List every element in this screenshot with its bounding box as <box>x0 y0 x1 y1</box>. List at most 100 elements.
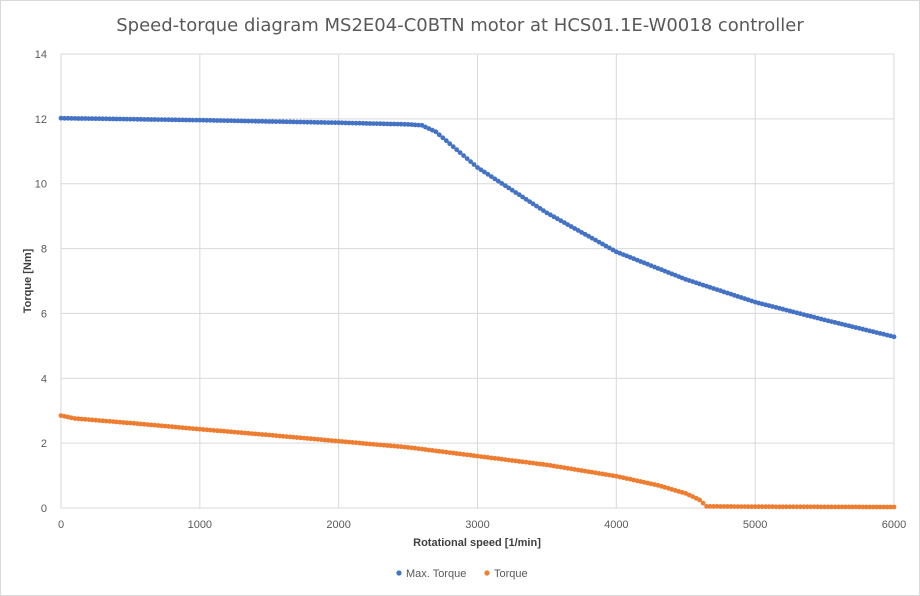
data-point <box>357 120 362 126</box>
data-point <box>735 504 741 509</box>
data-point <box>280 433 286 439</box>
data-point <box>93 116 99 122</box>
data-point <box>190 426 196 431</box>
data-point <box>482 169 487 175</box>
data-point <box>353 440 359 446</box>
data-point <box>714 504 720 509</box>
data-point <box>700 500 706 506</box>
data-point <box>298 435 303 441</box>
data-point <box>464 452 470 458</box>
y-tick-label: 14 <box>35 49 47 61</box>
data-point <box>391 443 397 449</box>
data-point <box>197 117 203 123</box>
data-point <box>166 117 172 123</box>
y-tick-label: 8 <box>41 244 47 256</box>
data-point <box>881 504 886 510</box>
data-point <box>565 465 571 471</box>
data-point <box>343 120 348 126</box>
data-point <box>565 222 571 228</box>
data-point <box>273 119 279 124</box>
data-point <box>183 117 189 123</box>
data-point <box>804 504 810 510</box>
data-point <box>381 442 387 448</box>
data-point <box>93 417 99 423</box>
data-point <box>725 504 730 509</box>
data-point <box>350 120 355 126</box>
data-point <box>127 116 133 122</box>
data-point <box>371 121 376 126</box>
data-point <box>756 504 761 510</box>
data-point <box>596 471 602 476</box>
data-point <box>499 181 505 186</box>
data-point <box>482 454 487 460</box>
data-point <box>235 118 241 124</box>
data-point <box>273 433 279 439</box>
data-point <box>329 120 335 125</box>
data-point <box>232 118 237 124</box>
data-point <box>759 504 765 510</box>
data-point <box>124 420 130 426</box>
data-point <box>530 201 536 207</box>
data-point <box>468 159 473 165</box>
data-point <box>207 117 213 123</box>
y-tick-label: 12 <box>35 114 47 126</box>
data-point <box>593 237 598 243</box>
data-point <box>89 417 95 423</box>
data-point <box>294 119 300 125</box>
data-point <box>152 117 158 122</box>
data-point <box>374 121 380 126</box>
data-point <box>364 441 369 447</box>
data-point <box>218 118 224 123</box>
x-tick-label: 1000 <box>188 519 212 531</box>
data-point <box>211 118 217 123</box>
x-tick-label: 3000 <box>465 519 489 531</box>
data-point <box>155 117 161 122</box>
data-point <box>377 121 383 127</box>
data-point <box>509 458 515 463</box>
data-point <box>200 117 206 123</box>
data-point <box>742 504 748 509</box>
data-point <box>534 203 539 209</box>
data-point <box>509 187 515 193</box>
data-point <box>544 210 550 216</box>
data-point <box>117 116 123 122</box>
data-point <box>846 504 852 510</box>
data-point <box>839 504 845 510</box>
data-point <box>777 504 782 510</box>
data-point <box>554 464 560 469</box>
data-point <box>794 504 800 510</box>
y-tick-label: 10 <box>35 179 47 191</box>
legend-marker <box>484 570 490 576</box>
data-point <box>138 421 144 427</box>
data-point <box>516 192 522 198</box>
x-tick-label: 5000 <box>743 519 767 531</box>
data-point <box>485 171 491 177</box>
data-point <box>801 504 807 510</box>
data-point <box>82 116 88 121</box>
data-point <box>194 117 199 123</box>
y-tick-label: 4 <box>41 373 47 385</box>
y-axis-ticks: 0 2 4 6 8 10 12 14 <box>35 49 47 515</box>
data-point <box>475 165 480 170</box>
grid <box>60 53 895 509</box>
data-point <box>884 504 890 510</box>
data-point <box>391 121 397 127</box>
data-point <box>79 116 85 121</box>
data-point <box>603 243 609 249</box>
data-point <box>235 430 241 435</box>
data-point <box>780 504 786 510</box>
data-point <box>436 448 442 454</box>
data-point <box>572 226 578 231</box>
data-point <box>332 120 338 126</box>
data-point <box>766 504 772 510</box>
data-point <box>232 429 237 435</box>
data-point <box>107 116 112 122</box>
data-point <box>506 457 512 463</box>
series-torque <box>58 413 897 510</box>
data-point <box>374 442 380 447</box>
x-axis-title: Rotational speed [1/min] <box>413 537 541 549</box>
data-point <box>731 504 737 509</box>
data-point <box>336 120 342 126</box>
data-point <box>863 504 869 510</box>
